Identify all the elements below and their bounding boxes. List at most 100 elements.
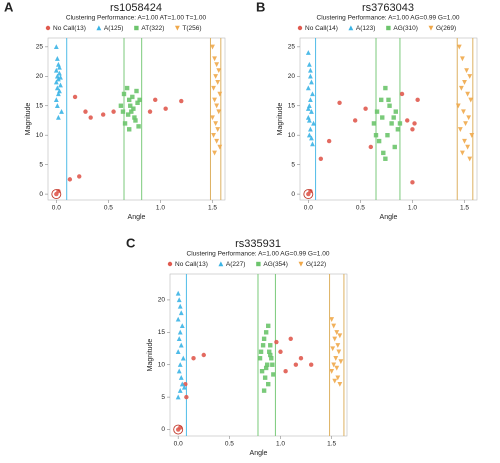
y-axis-label: Magnitude: [147, 339, 154, 372]
data-point: [67, 177, 73, 182]
legend-marker: [174, 25, 180, 31]
y-axis-label: Magnitude: [277, 103, 284, 136]
data-point: [135, 100, 140, 105]
chart-subtitle: Clustering Performance: A=1.00 AT=1.00 T…: [66, 15, 207, 22]
data-point: [461, 109, 466, 115]
data-point: [326, 138, 332, 144]
x-tick-label: 1.5: [208, 205, 217, 212]
data-point: [288, 336, 293, 341]
data-point: [267, 349, 272, 354]
data-point: [307, 67, 313, 73]
data-point: [395, 127, 401, 132]
data-point: [306, 61, 312, 67]
data-point: [180, 355, 186, 361]
data-point: [178, 310, 184, 316]
legend-marker: [428, 25, 434, 31]
legend-marker: [298, 261, 304, 267]
data-point: [298, 356, 304, 361]
data-point: [269, 356, 274, 361]
data-point: [127, 97, 132, 103]
data-point: [127, 127, 132, 132]
data-point: [399, 91, 405, 97]
data-point: [331, 362, 337, 368]
data-point: [307, 97, 313, 103]
data-point: [54, 85, 60, 91]
data-point: [216, 68, 222, 74]
data-point: [393, 109, 398, 114]
data-point: [53, 97, 59, 103]
data-point: [333, 356, 339, 361]
y-tick-label: 10: [288, 132, 296, 139]
data-point: [415, 97, 420, 103]
data-point: [309, 79, 314, 85]
data-point: [397, 121, 403, 126]
data-point: [307, 73, 313, 79]
data-point: [57, 64, 62, 70]
x-tick-label: 0.5: [225, 441, 234, 448]
data-point: [214, 103, 220, 109]
x-tick-label: 1.5: [327, 441, 336, 448]
plot-area: [299, 37, 478, 201]
data-point: [463, 121, 468, 127]
data-point: [55, 91, 61, 97]
data-point: [456, 44, 462, 50]
y-tick-label: 0: [161, 426, 165, 433]
highlight-ring: [173, 424, 184, 435]
panel-label: C: [126, 235, 136, 250]
highlight-ring: [303, 189, 314, 200]
data-point: [332, 336, 338, 342]
data-point: [133, 118, 138, 123]
y-tick-label: 10: [36, 132, 44, 139]
data-point: [466, 115, 472, 121]
data-point: [462, 79, 467, 85]
data-point: [467, 156, 473, 162]
data-point: [391, 115, 396, 120]
data-point: [215, 79, 221, 85]
data-point: [334, 365, 340, 371]
data-point: [263, 365, 269, 371]
data-point: [147, 109, 153, 114]
data-point: [153, 97, 158, 103]
legend-marker: [386, 25, 391, 31]
data-point: [266, 381, 271, 387]
data-point: [217, 144, 223, 150]
data-point: [257, 356, 263, 361]
data-point: [129, 109, 134, 114]
data-point: [83, 109, 88, 114]
data-point: [465, 91, 471, 97]
x-tick-label: 0.0: [174, 441, 183, 448]
data-point: [175, 349, 181, 354]
data-point: [260, 343, 266, 348]
data-point: [306, 103, 312, 108]
data-point: [332, 378, 338, 384]
data-point: [214, 138, 220, 144]
legend-marker: [256, 261, 261, 267]
x-tick-label: 0.0: [304, 205, 313, 212]
data-point: [213, 121, 219, 127]
data-point: [130, 94, 135, 100]
data-point: [305, 114, 311, 120]
data-point: [283, 369, 288, 374]
data-point: [305, 106, 311, 111]
y-tick-label: 5: [291, 161, 295, 168]
data-point: [176, 336, 182, 341]
legend-label: AT(322): [141, 25, 164, 32]
legend-label: No Call(13): [53, 25, 86, 32]
data-point: [125, 112, 131, 117]
data-point: [121, 91, 127, 97]
y-tick-label: 25: [288, 44, 296, 51]
data-point: [134, 88, 139, 94]
legend-marker: [167, 261, 173, 267]
data-point: [176, 368, 182, 374]
data-point: [54, 103, 60, 108]
data-point: [270, 362, 275, 367]
data-point: [212, 56, 218, 62]
data-point: [469, 133, 475, 138]
data-point: [383, 156, 388, 161]
data-point: [352, 118, 358, 123]
data-point: [214, 62, 220, 68]
data-point: [385, 133, 390, 138]
data-point: [53, 67, 59, 73]
data-point: [373, 133, 379, 138]
